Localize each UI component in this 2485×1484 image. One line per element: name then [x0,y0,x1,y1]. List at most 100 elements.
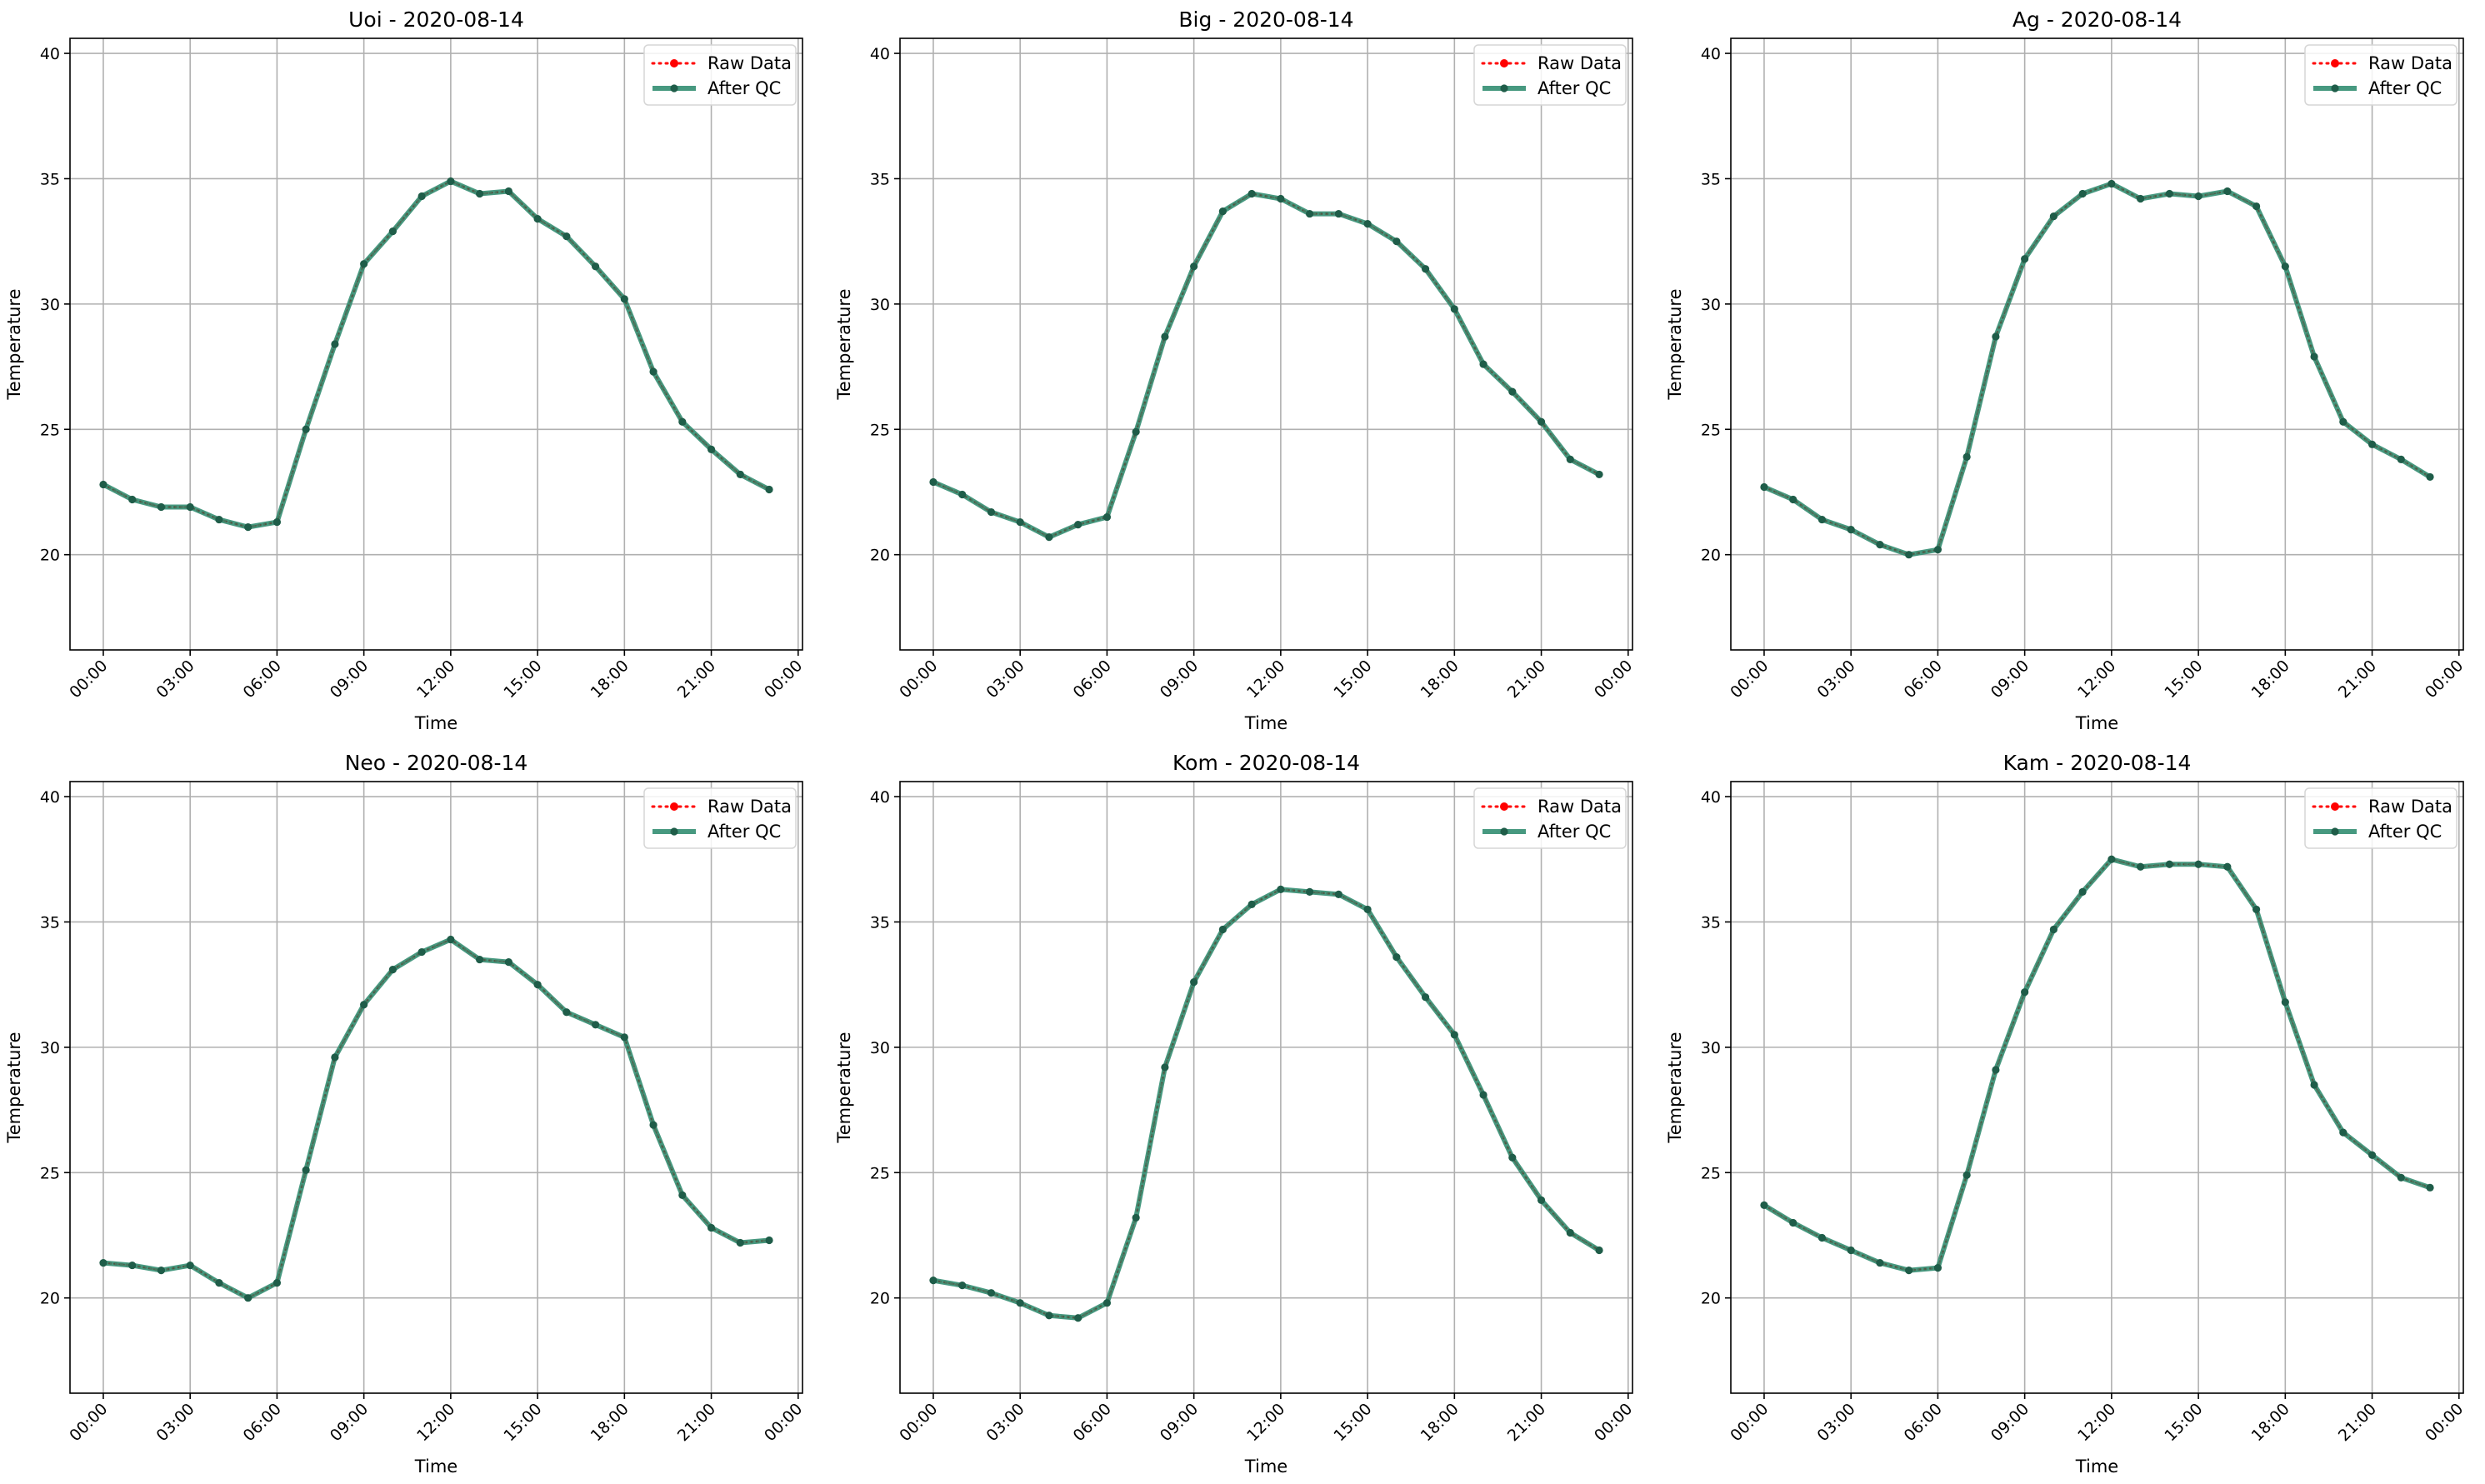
y-tick-label: 40 [40,788,60,807]
series-raw-data-line [1762,182,2432,557]
x-tick-label: 09:00 [327,657,372,702]
after-qc-point [2223,187,2232,196]
after-qc-point [128,495,137,504]
y-tick-label: 40 [1701,788,1721,807]
after-qc-point [2165,189,2173,198]
x-axis-label: Time [2075,1457,2118,1477]
after-qc-point [1566,455,1574,463]
after-qc-point [272,1279,282,1287]
after-qc-point [504,187,512,196]
chart-title: Big - 2020-08-14 [1178,7,1353,32]
y-tick-label: 20 [1701,547,1721,565]
x-tick-label: 00:00 [66,1400,111,1445]
after-qc-point [533,214,542,223]
after-qc-point [1876,1258,1884,1267]
after-qc-point [1479,1091,1488,1099]
y-tick-label: 30 [1701,1039,1721,1057]
x-tick-label: 06:00 [1070,657,1115,702]
axes-frame [899,37,1633,651]
after-qc-point [1566,1228,1574,1237]
legend-raw-data-marker [2331,802,2339,811]
after-qc-point [2021,988,2029,997]
after-qc-point [1760,482,1768,492]
after-qc-point [649,1121,658,1129]
y-tick-label: 40 [1701,45,1721,63]
y-axis-label: Temperature [834,1032,854,1143]
after-qc-point [476,955,484,964]
after-qc-point [1508,387,1517,396]
after-qc-point [2108,179,2116,188]
after-qc-point [533,981,542,989]
legend-after-qc-marker [1500,84,1508,92]
after-qc-point [1421,265,1430,273]
y-tick-label: 40 [870,45,890,63]
legend-raw-data-label: Raw Data [2368,797,2452,817]
after-qc-point [562,232,571,241]
x-tick-label: 12:00 [2074,1400,2119,1445]
after-qc-point [2252,202,2261,211]
after-qc-point [1392,952,1401,962]
after-qc-point [2426,472,2434,482]
x-tick-label: 09:00 [1157,1400,1202,1445]
subplot-4: 20 25 30 35 40 00:00 03:00 06:00 09:00 12:00 15:00… [4,751,806,1477]
x-tick-label: 03:00 [152,1400,198,1445]
after-qc-point [1818,1233,1827,1242]
after-qc-point [331,1053,339,1062]
x-tick-label: 21:00 [1504,657,1549,702]
after-qc-point [2078,887,2087,896]
chart-title: Neo - 2020-08-14 [345,751,528,775]
after-qc-point [1306,887,1314,896]
after-qc-point [620,295,628,303]
legend-after-qc-marker [2331,84,2339,92]
y-tick-label: 30 [1701,296,1721,314]
series-raw-data-line [102,937,771,1300]
after-qc-point [2137,194,2145,203]
after-qc-point [987,1289,996,1297]
legend-raw-data-marker [670,59,678,67]
x-axis-label: Time [1244,1457,1288,1477]
after-qc-point [987,507,996,517]
after-qc-point [2252,905,2261,914]
x-tick-label: 21:00 [674,1400,719,1445]
after-qc-point [1016,517,1024,527]
after-qc-point [2223,862,2232,871]
after-qc-point [2310,1081,2318,1089]
x-tick-label: 00:00 [66,657,111,702]
after-qc-point [2310,352,2318,361]
after-qc-point [562,1008,571,1017]
x-tick-label: 12:00 [2074,657,2119,702]
x-tick-label: 00:00 [896,657,941,702]
after-qc-point [302,425,310,433]
subplot-6: 20 25 30 35 40 00:00 03:00 06:00 09:00 12:00 15:00… [1665,751,2467,1477]
after-qc-point [2194,192,2202,201]
y-axis-label: Temperature [4,288,24,400]
after-qc-point [360,260,368,268]
x-tick-label: 12:00 [413,1400,458,1445]
legend: Raw Data After QC [643,44,797,106]
after-qc-point [1334,890,1342,898]
after-qc-point [765,1236,773,1245]
after-qc-point [2426,1183,2434,1192]
after-qc-point [1074,520,1082,529]
x-tick-label: 09:00 [327,1400,372,1445]
legend: Raw Data After QC [2304,787,2458,849]
after-qc-point [1789,495,1798,504]
after-qc-point [958,490,967,499]
x-tick-label: 21:00 [674,657,719,702]
after-qc-point [1760,1201,1768,1209]
x-tick-label: 18:00 [2248,1400,2293,1445]
x-tick-label: 18:00 [1418,1400,1462,1445]
after-qc-point [1905,551,1913,559]
after-qc-point [2049,925,2058,934]
after-qc-point [447,177,455,186]
x-tick-label: 21:00 [2335,657,2380,702]
after-qc-point [215,515,223,524]
axes-frame [1730,781,2464,1394]
x-tick-label: 18:00 [2248,657,2293,702]
series-raw-data-overlay [1763,858,2431,1272]
after-qc-point [1218,207,1227,216]
after-qc-point [1537,417,1546,426]
after-qc-point [1102,1299,1112,1307]
after-qc-point [2108,855,2116,863]
after-qc-point [244,522,252,532]
